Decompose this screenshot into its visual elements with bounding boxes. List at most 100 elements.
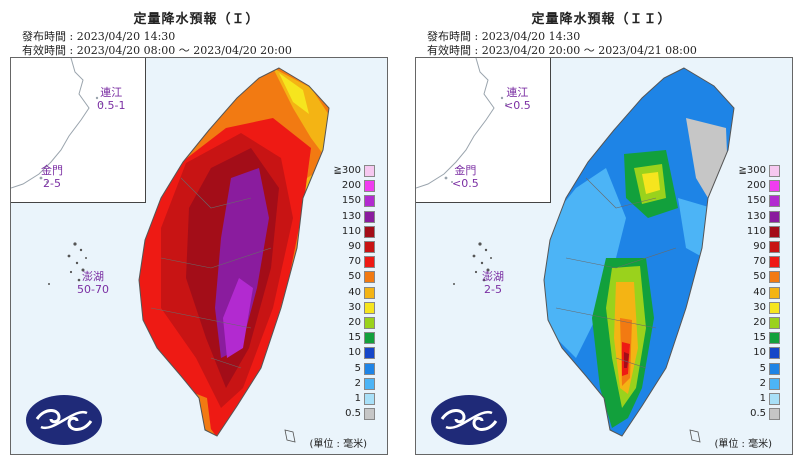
- issue-time: 發布時間 : 2023/04/20 14:30: [427, 30, 581, 43]
- matsu-label: 連江 0.5-1: [97, 86, 125, 112]
- mainland-coast: [416, 58, 507, 189]
- penghu-label: 澎湖 2-5: [482, 270, 504, 296]
- legend-label: 40: [753, 286, 766, 298]
- valid-time: 有效時間 : 2023/04/20 08:00 ～ 2023/04/20 20:…: [22, 44, 292, 57]
- legend-entry: 1: [734, 393, 780, 405]
- penghu-name: 澎湖: [482, 270, 504, 283]
- legend-swatch: [364, 165, 375, 177]
- legend-label: ≧300: [333, 165, 361, 176]
- legend-entry: 200: [329, 180, 375, 193]
- penghu-value: 2-5: [484, 283, 502, 296]
- legend-entry: ≧300: [734, 165, 780, 177]
- rain-map: 連江 0.5-1 金門 2-5 澎湖 50-70 ≧300 200 150 130 11…: [10, 57, 388, 455]
- kinmen-label: 金門 <0.5: [452, 164, 479, 190]
- legend-label: 50: [348, 271, 361, 283]
- legend-entry: 20: [329, 317, 375, 329]
- legend-swatch: [769, 377, 780, 390]
- legend-swatch: [769, 241, 780, 253]
- legend-swatch: [769, 271, 780, 284]
- legend-entry: 50: [329, 271, 375, 284]
- legend-label: 20: [348, 317, 361, 328]
- legend-label: 10: [348, 347, 361, 359]
- offshore-inset: 連江 0.5-1 金門 2-5: [11, 58, 146, 203]
- cwb-logo-icon: [26, 395, 102, 445]
- legend-entry: 70: [734, 256, 780, 269]
- legend-swatch: [769, 347, 780, 360]
- legend-swatch: [364, 286, 375, 299]
- legend-entry: 90: [329, 241, 375, 253]
- legend-swatch: [769, 332, 780, 345]
- legend-swatch: [364, 271, 375, 284]
- legend-entry: 5: [329, 362, 375, 375]
- penghu-label: 澎湖 50-70: [77, 270, 109, 296]
- legend-label: 5: [354, 362, 361, 374]
- legend-swatch: [769, 180, 780, 193]
- legend-label: 30: [753, 301, 766, 313]
- qpf-panel-1: 定量降水預報（Ｉ） 發布時間 : 2023/04/20 14:30 有效時間 :…: [0, 0, 393, 474]
- legend-label: 90: [753, 241, 766, 252]
- kinmen-name: 金門: [454, 164, 477, 177]
- legend-label: 200: [341, 180, 361, 192]
- legend-entry: 150: [329, 195, 375, 208]
- legend-label: 130: [746, 210, 766, 222]
- legend-swatch: [364, 180, 375, 193]
- legend-swatch: [364, 301, 375, 314]
- legend-swatch: [364, 377, 375, 390]
- legend-swatch: [364, 256, 375, 269]
- legend-label: 2: [759, 377, 766, 389]
- issue-time: 發布時間 : 2023/04/20 14:30: [22, 30, 176, 43]
- legend-entry: 0.5: [734, 408, 780, 421]
- legend-label: 10: [753, 347, 766, 359]
- legend-label: 15: [348, 332, 361, 344]
- legend-label: 1: [354, 393, 361, 404]
- legend-swatch: [769, 165, 780, 177]
- legend-swatch: [364, 241, 375, 253]
- matsu-label: 連江 <0.5: [504, 86, 531, 112]
- kinmen-value: 2-5: [43, 177, 61, 190]
- kinmen-label: 金門 2-5: [41, 164, 63, 190]
- legend-entry: 110: [734, 225, 780, 238]
- legend-label: 130: [341, 210, 361, 222]
- matsu-name: 連江: [100, 86, 123, 99]
- legend-swatch: [769, 393, 780, 405]
- unit-label: (單位 : 毫米): [309, 439, 367, 450]
- legend-label: 50: [753, 271, 766, 283]
- legend-label: 0.5: [750, 408, 766, 420]
- legend-label: 40: [348, 286, 361, 298]
- legend-swatch: [769, 195, 780, 208]
- legend-label: 70: [348, 256, 361, 268]
- legend-swatch: [364, 317, 375, 329]
- legend-entry: 5: [734, 362, 780, 375]
- legend-label: 30: [348, 301, 361, 313]
- legend-swatch: [769, 408, 780, 421]
- mainland-coast: [11, 58, 102, 189]
- matsu-value: 0.5-1: [97, 99, 126, 112]
- legend-entry: 15: [734, 332, 780, 345]
- legend-entry: 40: [329, 286, 375, 299]
- legend-entry: 10: [734, 347, 780, 360]
- legend-swatch: [769, 286, 780, 299]
- valid-time: 有效時間 : 2023/04/20 20:00 ～ 2023/04/21 08:…: [427, 44, 697, 57]
- legend-label: 110: [341, 225, 361, 237]
- legend-label: 5: [759, 362, 766, 374]
- legend-label: 150: [746, 195, 766, 207]
- legend-entry: 40: [734, 286, 780, 299]
- legend-entry: 90: [734, 241, 780, 253]
- legend-swatch: [364, 347, 375, 360]
- matsu-value: <0.5: [504, 99, 531, 112]
- taiwan-map-1: [48, 67, 330, 443]
- legend-label: 110: [746, 225, 766, 237]
- legend-label: 150: [341, 195, 361, 207]
- legend-swatch: [769, 317, 780, 329]
- legend-swatch: [769, 210, 780, 223]
- offshore-inset: 連江 <0.5 金門 <0.5: [416, 58, 551, 203]
- legend-entry: 70: [329, 256, 375, 269]
- legend-entry: 50: [734, 271, 780, 284]
- rain-map: 連江 <0.5 金門 <0.5 澎湖 2-5 ≧300 200 150 130 110 9…: [415, 57, 793, 455]
- legend-swatch: [364, 332, 375, 345]
- legend-label: 0.5: [345, 408, 361, 420]
- legend-swatch: [364, 393, 375, 405]
- legend-label: 20: [753, 317, 766, 328]
- legend-swatch: [364, 210, 375, 223]
- legend-entry: 20: [734, 317, 780, 329]
